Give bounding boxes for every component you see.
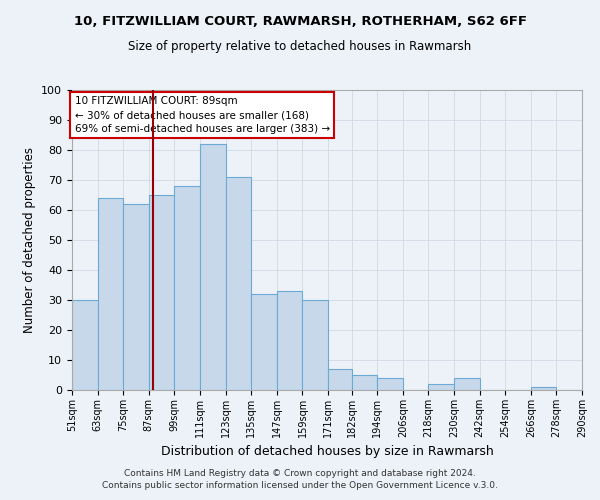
Bar <box>531 387 556 390</box>
Bar <box>377 378 403 390</box>
Bar <box>352 375 377 390</box>
Bar <box>251 294 277 390</box>
Text: Contains HM Land Registry data © Crown copyright and database right 2024.: Contains HM Land Registry data © Crown c… <box>124 468 476 477</box>
Bar <box>428 384 454 390</box>
Text: Size of property relative to detached houses in Rawmarsh: Size of property relative to detached ho… <box>128 40 472 53</box>
Bar <box>277 291 302 390</box>
Bar <box>200 144 226 390</box>
Text: 10 FITZWILLIAM COURT: 89sqm
← 30% of detached houses are smaller (168)
69% of se: 10 FITZWILLIAM COURT: 89sqm ← 30% of det… <box>74 96 329 134</box>
Bar <box>123 204 149 390</box>
Y-axis label: Number of detached properties: Number of detached properties <box>23 147 36 333</box>
Bar <box>454 378 479 390</box>
Bar <box>302 300 328 390</box>
Bar <box>328 369 352 390</box>
Text: Contains public sector information licensed under the Open Government Licence v.: Contains public sector information licen… <box>102 481 498 490</box>
Bar <box>72 300 98 390</box>
X-axis label: Distribution of detached houses by size in Rawmarsh: Distribution of detached houses by size … <box>161 446 493 458</box>
Bar <box>175 186 200 390</box>
Bar <box>226 177 251 390</box>
Bar <box>149 195 175 390</box>
Bar <box>98 198 123 390</box>
Text: 10, FITZWILLIAM COURT, RAWMARSH, ROTHERHAM, S62 6FF: 10, FITZWILLIAM COURT, RAWMARSH, ROTHERH… <box>74 15 527 28</box>
